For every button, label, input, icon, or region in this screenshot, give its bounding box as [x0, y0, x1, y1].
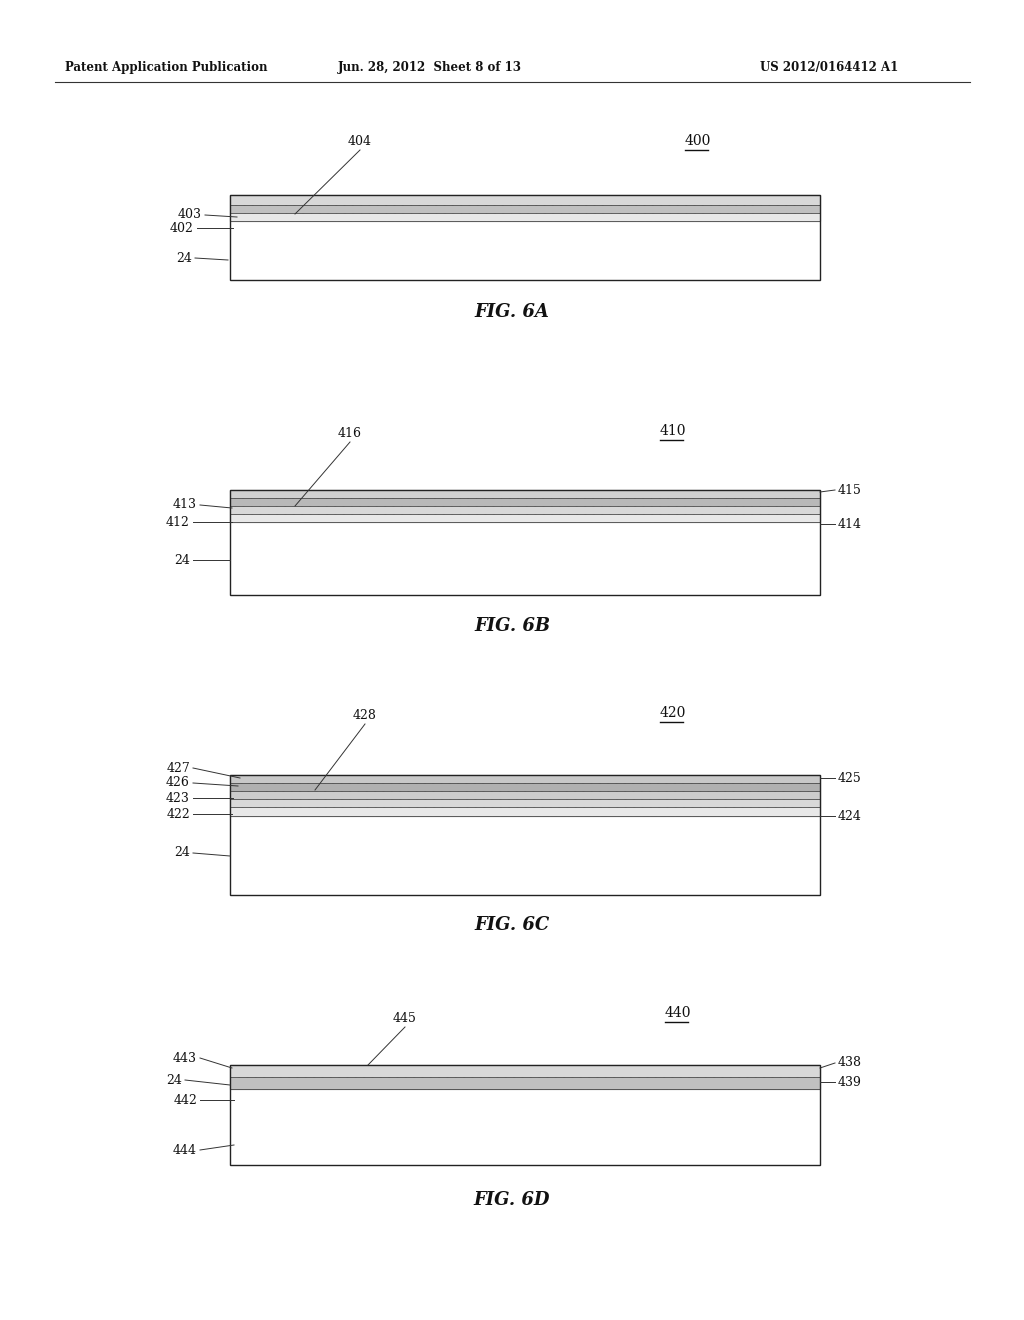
Bar — [230, 490, 820, 498]
Text: 439: 439 — [838, 1076, 862, 1089]
Bar — [230, 783, 820, 791]
Bar — [230, 791, 820, 799]
Bar — [230, 775, 820, 816]
Text: 420: 420 — [660, 706, 686, 719]
Text: 403: 403 — [178, 209, 202, 222]
Text: US 2012/0164412 A1: US 2012/0164412 A1 — [760, 62, 898, 74]
Text: 412: 412 — [166, 516, 190, 528]
Text: Patent Application Publication: Patent Application Publication — [65, 62, 267, 74]
Bar — [230, 1065, 820, 1089]
Bar — [230, 775, 820, 895]
Text: FIG. 6B: FIG. 6B — [474, 616, 550, 635]
Text: FIG. 6A: FIG. 6A — [474, 304, 550, 321]
Text: 423: 423 — [166, 792, 190, 804]
Bar — [230, 1065, 820, 1089]
Text: 410: 410 — [660, 424, 686, 438]
Text: 425: 425 — [838, 771, 862, 784]
Bar — [230, 775, 820, 816]
Bar — [230, 213, 820, 220]
Text: 400: 400 — [685, 135, 712, 148]
Text: 427: 427 — [166, 762, 190, 775]
Bar — [230, 506, 820, 513]
Bar — [230, 807, 820, 816]
Text: 445: 445 — [393, 1012, 417, 1026]
Bar — [230, 195, 820, 220]
Text: 24: 24 — [174, 846, 190, 859]
Bar — [230, 205, 820, 213]
Text: 440: 440 — [665, 1006, 691, 1020]
Bar — [230, 195, 820, 280]
Text: 438: 438 — [838, 1056, 862, 1069]
Text: 422: 422 — [166, 808, 190, 821]
Bar — [230, 775, 820, 783]
Text: 24: 24 — [176, 252, 193, 264]
Text: 415: 415 — [838, 483, 862, 496]
Bar — [230, 490, 820, 595]
Bar — [230, 799, 820, 807]
Text: 402: 402 — [170, 222, 194, 235]
Text: 413: 413 — [173, 499, 197, 511]
Text: 24: 24 — [166, 1073, 182, 1086]
Bar — [230, 195, 820, 205]
Text: 428: 428 — [353, 709, 377, 722]
Bar — [230, 490, 820, 521]
Text: 416: 416 — [338, 426, 362, 440]
Bar — [230, 490, 820, 521]
Text: FIG. 6D: FIG. 6D — [474, 1191, 550, 1209]
Bar — [230, 513, 820, 521]
Text: 426: 426 — [166, 776, 190, 789]
Text: Jun. 28, 2012  Sheet 8 of 13: Jun. 28, 2012 Sheet 8 of 13 — [338, 62, 522, 74]
Bar — [230, 1065, 820, 1166]
Text: 404: 404 — [348, 135, 372, 148]
Text: 444: 444 — [173, 1143, 197, 1156]
Bar — [230, 498, 820, 506]
Text: 443: 443 — [173, 1052, 197, 1064]
Bar — [230, 195, 820, 220]
Text: FIG. 6C: FIG. 6C — [474, 916, 550, 935]
Bar — [230, 1077, 820, 1089]
Bar — [230, 1065, 820, 1077]
Text: 442: 442 — [173, 1093, 197, 1106]
Text: 414: 414 — [838, 517, 862, 531]
Text: 24: 24 — [174, 553, 190, 566]
Text: 424: 424 — [838, 809, 862, 822]
